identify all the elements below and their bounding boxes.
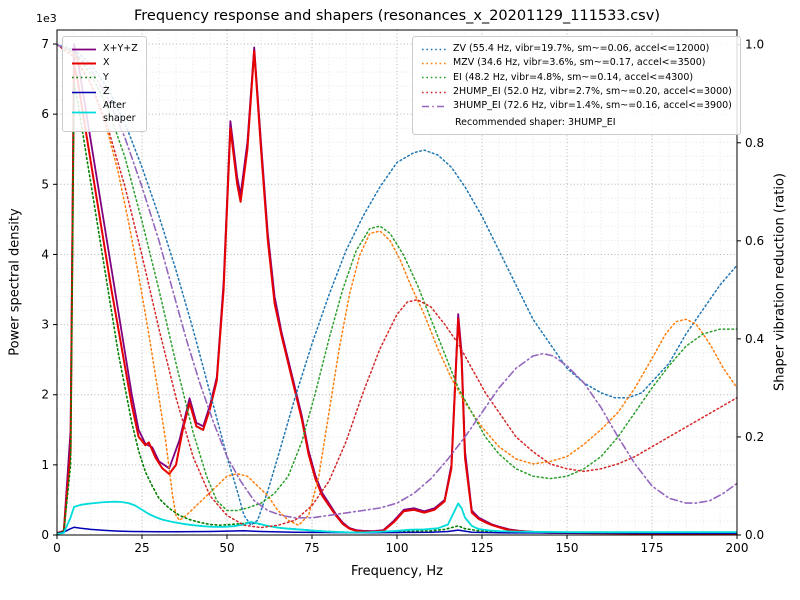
- legend-shaper-rows: ZV (55.4 Hz, vibr=19.7%, sm~=0.06, accel…: [421, 43, 732, 113]
- y-right-tick-label: 0.0: [745, 528, 764, 542]
- psd-series-y: [57, 81, 737, 535]
- chart-title: Frequency response and shapers (resonanc…: [134, 8, 660, 24]
- legend-label-xyz: X+Y+Z: [103, 43, 138, 54]
- legend-item-after-shaper: After shaper: [71, 100, 138, 125]
- shaper-series-3hump-ei: [57, 43, 737, 519]
- x-tick-label: 175: [641, 541, 664, 555]
- x-tick-label: 25: [134, 541, 149, 555]
- y-left-tick-label: 3: [41, 318, 49, 332]
- legend-item-mzv: MZV (34.6 Hz, vibr=3.6%, sm~=0.17, accel…: [421, 57, 732, 69]
- legend-item-x: X: [71, 57, 138, 69]
- legend-line-sample-2hump-ei: [422, 91, 446, 93]
- legend-item-2hump-ei: 2HUMP_EI (52.0 Hz, vibr=2.7%, sm~=0.20, …: [421, 86, 732, 98]
- y-right-tick-label: 0.2: [745, 430, 764, 444]
- x-tick-label: 50: [219, 541, 234, 555]
- legend-line-sample-mzv: [422, 62, 446, 65]
- x-tick-label: 125: [471, 541, 494, 555]
- legend-item-3hump-ei: 3HUMP_EI (72.6 Hz, vibr=1.4%, sm~=0.16, …: [421, 100, 732, 112]
- legend-line-sample-3hump-ei: [422, 105, 446, 108]
- y-left-tick-label: 4: [41, 247, 49, 261]
- y-axis-right-label: Shaper vibration reduction (ratio): [772, 173, 788, 391]
- legend-label-zv: ZV (55.4 Hz, vibr=19.7%, sm~=0.06, accel…: [453, 43, 710, 54]
- legend-label-3hump-ei: 3HUMP_EI (72.6 Hz, vibr=1.4%, sm~=0.16, …: [453, 100, 732, 112]
- y-left-tick-label: 0: [41, 528, 49, 542]
- y-left-tick-label: 2: [41, 388, 49, 402]
- y-right-tick-label: 0.6: [745, 234, 764, 248]
- psd-series-z: [57, 526, 737, 535]
- legend-line-sample-z: [72, 91, 96, 93]
- legend-line-sample-ei: [422, 77, 446, 79]
- legend-label-z: Z: [103, 86, 110, 98]
- x-tick-label: 200: [726, 541, 749, 555]
- legend-line-sample-x: [72, 62, 96, 65]
- legend-line-sample-after-shaper: [72, 111, 96, 114]
- psd-series-x: [57, 50, 737, 535]
- y-left-tick-label: 7: [41, 37, 49, 51]
- x-tick-label: 75: [304, 541, 319, 555]
- y-right-tick-label: 0.8: [745, 136, 764, 150]
- y-left-tick-label: 1: [41, 458, 49, 472]
- legend-label-after-shaper: After shaper: [103, 100, 136, 124]
- shaper-series-2hump-ei: [57, 43, 737, 529]
- legend-label-mzv: MZV (34.6 Hz, vibr=3.6%, sm~=0.17, accel…: [453, 57, 706, 69]
- legend-shapers: ZV (55.4 Hz, vibr=19.7%, sm~=0.06, accel…: [412, 36, 741, 136]
- legend-item-z: Z: [71, 86, 138, 98]
- legend-line-sample-y: [72, 77, 96, 79]
- y-right-tick-label: 0.4: [745, 332, 764, 346]
- legend-item-ei: EI (48.2 Hz, vibr=4.8%, sm~=0.14, accel<…: [421, 72, 732, 84]
- y-left-tick-label: 5: [41, 177, 49, 191]
- legend-label-x: X: [103, 57, 110, 69]
- legend-item-zv: ZV (55.4 Hz, vibr=19.7%, sm~=0.06, accel…: [421, 43, 732, 55]
- shaper-series-zv: [57, 43, 737, 526]
- y-right-tick-label: 1.0: [745, 38, 764, 52]
- legend-item-xyz: X+Y+Z: [71, 43, 138, 55]
- x-tick-label: 0: [53, 541, 61, 555]
- y-axis-multiplier: 1e3: [36, 12, 57, 25]
- x-tick-label: 100: [386, 541, 409, 555]
- legend-label-ei: EI (48.2 Hz, vibr=4.8%, sm~=0.14, accel<…: [453, 71, 694, 83]
- y-axis-left-label: Power spectral density: [7, 208, 23, 356]
- psd-series-after-shaper: [57, 500, 737, 535]
- shaper-series-mzv: [57, 43, 737, 526]
- legend-label-y: Y: [103, 71, 109, 83]
- legend-line-sample-xyz: [72, 48, 96, 51]
- legend-line-sample-zv: [422, 48, 446, 50]
- x-axis-label: Frequency, Hz: [350, 564, 444, 579]
- legend-label-2hump-ei: 2HUMP_EI (52.0 Hz, vibr=2.7%, sm~=0.20, …: [453, 86, 732, 98]
- legend-item-y: Y: [71, 72, 138, 84]
- legend-psd: X+Y+Z X Y Z After shaper: [62, 36, 147, 133]
- shaper-series-ei: [57, 43, 737, 512]
- y-left-tick-label: 6: [41, 107, 49, 121]
- recommended-shaper-note: Recommended shaper: 3HUMP_EI: [455, 116, 616, 128]
- x-tick-label: 150: [556, 541, 579, 555]
